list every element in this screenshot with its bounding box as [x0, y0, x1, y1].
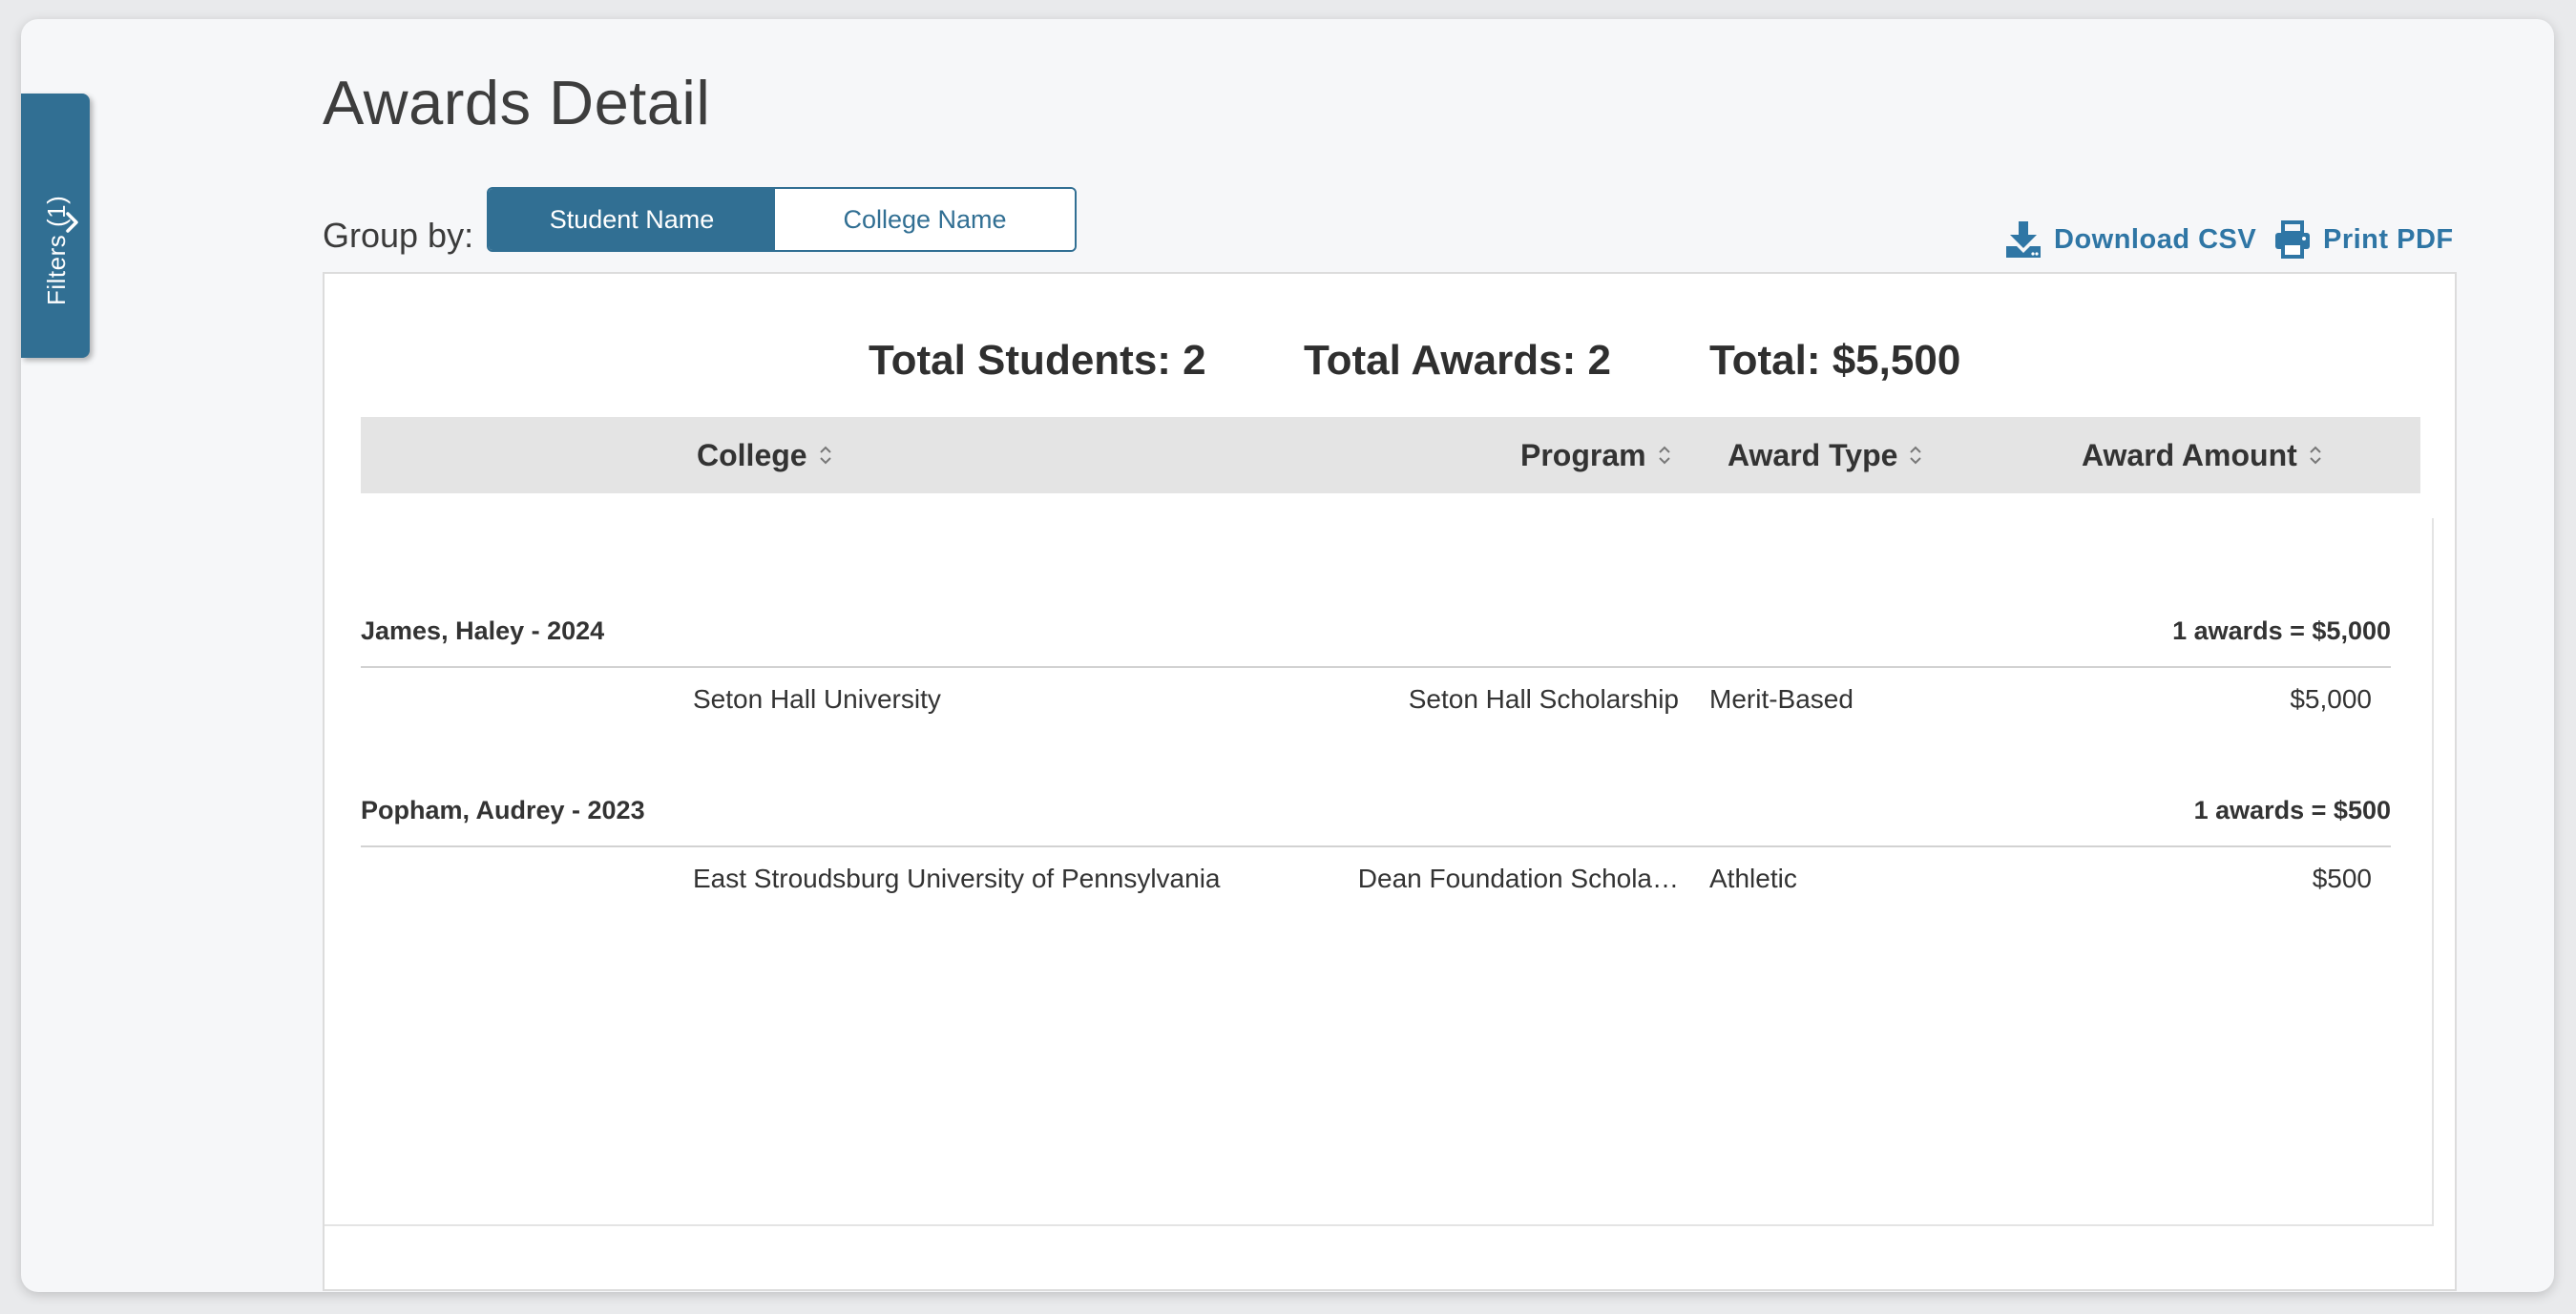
cell-award-type: Merit-Based — [1709, 684, 1853, 714]
page-title: Awards Detail — [323, 68, 711, 137]
download-icon — [2006, 221, 2041, 258]
table-row: East Stroudsburg University of Pennsylva… — [361, 864, 2391, 911]
total-amount: Total: $5,500 — [1709, 337, 1961, 384]
group-award-total: 1 awards = $500 — [2193, 796, 2391, 824]
column-header-award-type[interactable]: Award Type — [1728, 417, 1922, 493]
cell-program: Seton Hall Scholarship — [1408, 684, 1679, 714]
group-by-label: Group by: — [323, 216, 474, 255]
download-csv-button[interactable]: Download CSV — [2004, 219, 2256, 260]
column-label: College — [697, 437, 807, 472]
group-header-row: James, Haley - 2024 1 awards = $5,000 — [361, 611, 2391, 668]
cell-program: Dean Foundation Schola… — [1357, 864, 1679, 893]
cell-college: Seton Hall University — [693, 684, 941, 714]
table-header: College Program Award Type — [361, 417, 2420, 493]
sort-icon — [1658, 446, 1670, 465]
scroll-area-border — [325, 1224, 2434, 1226]
column-label: Program — [1520, 437, 1646, 472]
sort-icon — [1910, 446, 1922, 465]
column-header-program[interactable]: Program — [1520, 417, 1671, 493]
group-by-student-name-button[interactable]: Student Name — [489, 189, 775, 250]
group-student-name: James, Haley - 2024 — [361, 616, 605, 645]
table-row: Seton Hall University Seton Hall Scholar… — [361, 684, 2391, 732]
cell-award-amount: $5,000 — [2290, 684, 2372, 714]
print-pdf-label: Print PDF — [2323, 223, 2454, 255]
column-header-college[interactable]: College — [697, 417, 832, 493]
group-student-name: Popham, Audrey - 2023 — [361, 796, 645, 824]
group-by-college-name-button[interactable]: College Name — [775, 189, 1075, 250]
chevron-right-icon — [66, 212, 78, 233]
total-students: Total Students: 2 — [869, 337, 1206, 384]
awards-panel: Total Students: 2 Total Awards: 2 Total:… — [323, 272, 2457, 1291]
app-window: Filters (1) Awards Detail Group by: Stud… — [21, 19, 2554, 1292]
group-award-total: 1 awards = $5,000 — [2172, 616, 2391, 645]
column-header-award-amount[interactable]: Award Amount — [2082, 417, 2322, 493]
cell-award-amount: $500 — [2312, 864, 2372, 893]
group-by-toggle: Student Name College Name — [487, 187, 1077, 252]
filters-toggle-tab[interactable]: Filters (1) — [21, 94, 90, 358]
total-awards: Total Awards: 2 — [1304, 337, 1611, 384]
sort-icon — [819, 446, 831, 465]
group-header-row: Popham, Audrey - 2023 1 awards = $500 — [361, 790, 2391, 847]
download-csv-label: Download CSV — [2054, 223, 2257, 255]
cell-college: East Stroudsburg University of Pennsylva… — [693, 864, 1221, 893]
column-label: Award Type — [1728, 437, 1898, 472]
cell-award-type: Athletic — [1709, 864, 1797, 893]
scroll-area-border — [2432, 518, 2434, 1224]
column-label: Award Amount — [2082, 437, 2297, 472]
printer-icon — [2275, 220, 2310, 259]
sort-icon — [2310, 446, 2321, 465]
print-pdf-button[interactable]: Print PDF — [2273, 219, 2454, 260]
